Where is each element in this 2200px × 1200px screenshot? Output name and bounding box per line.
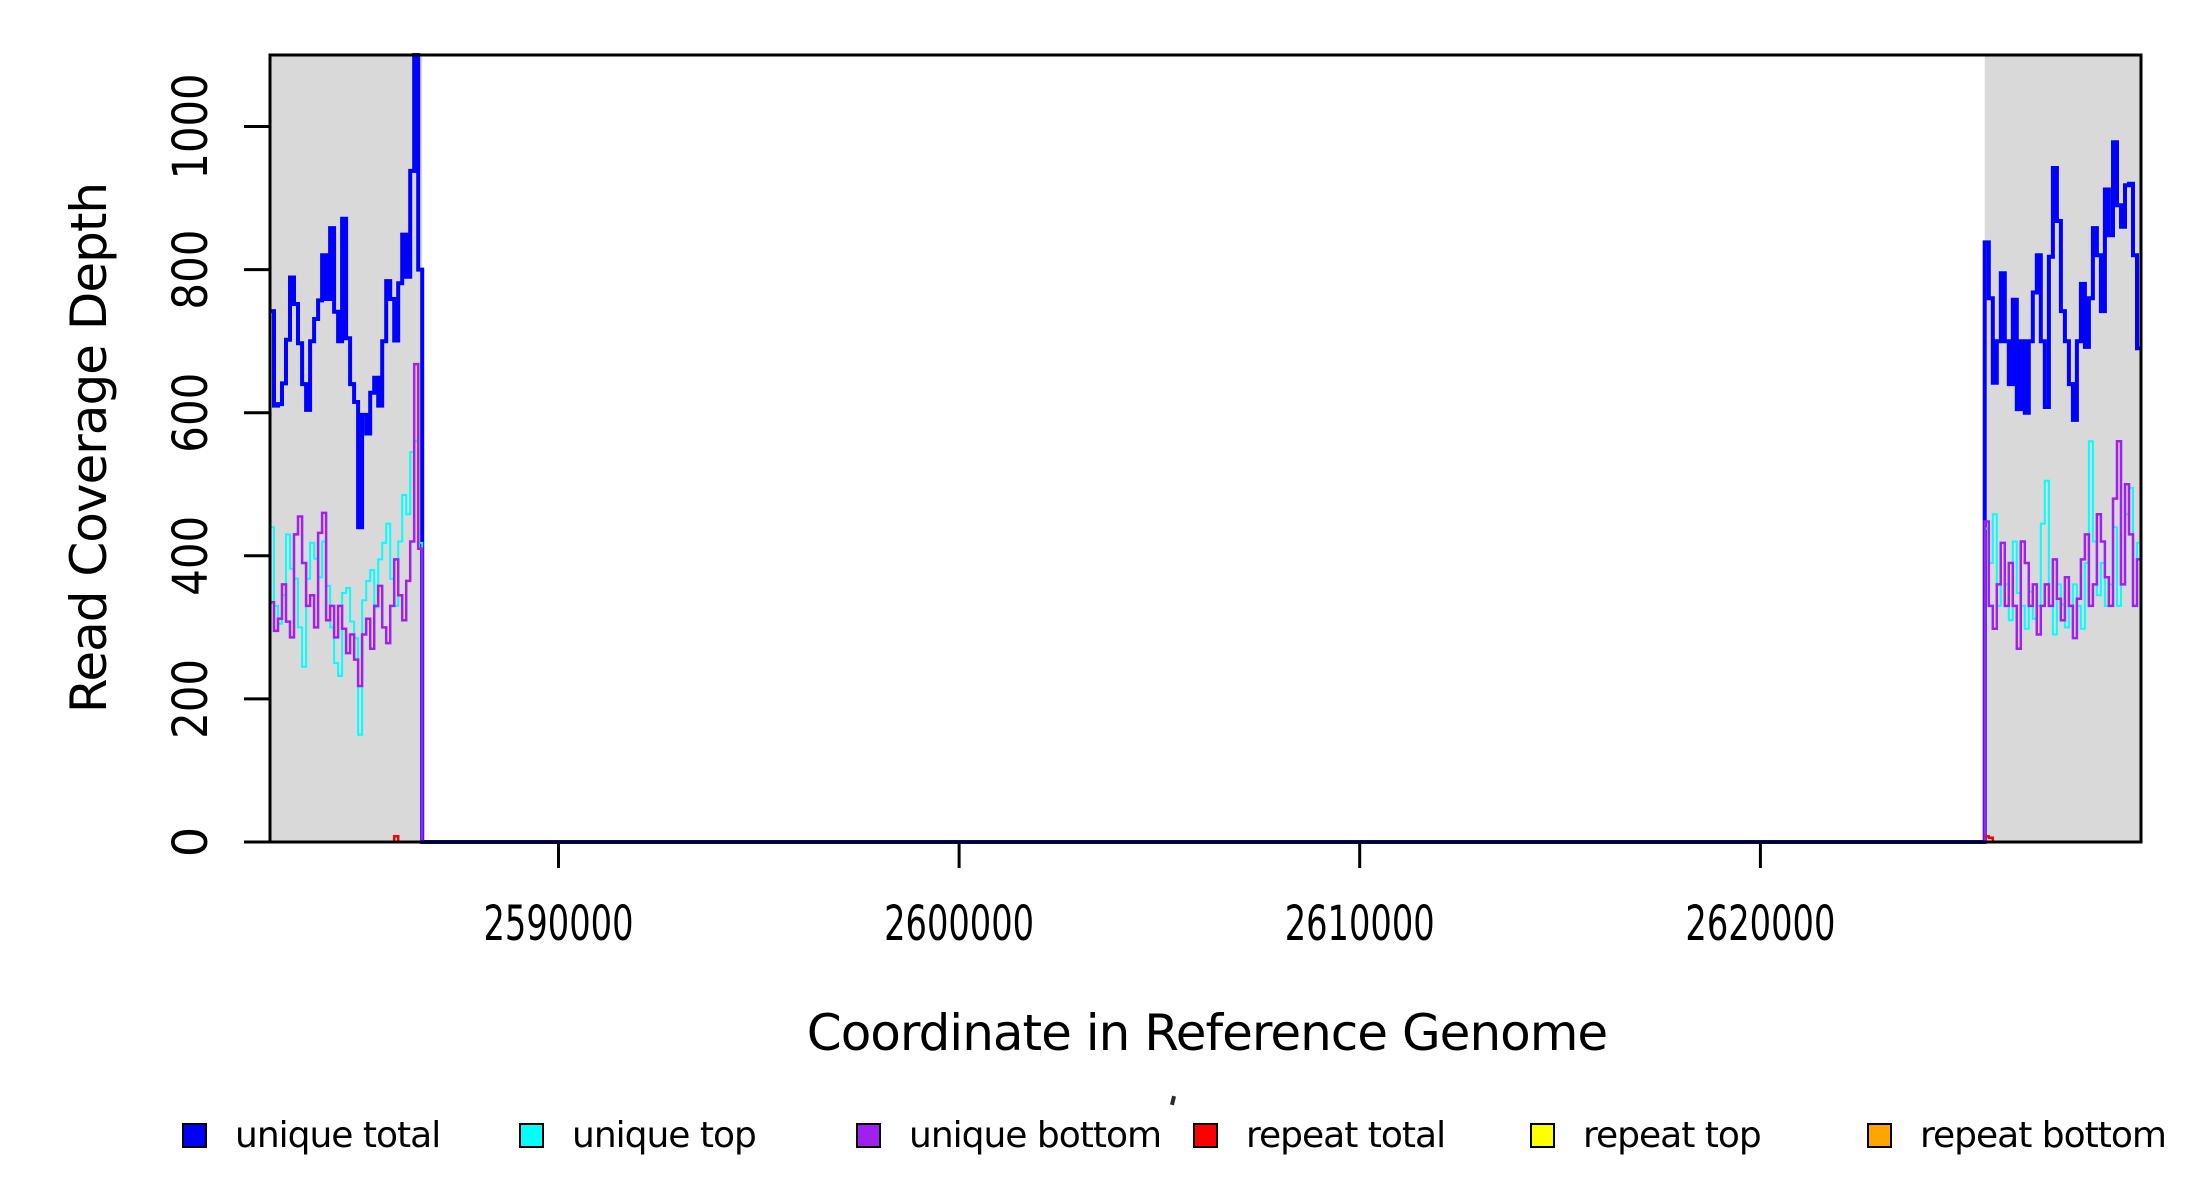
repeat-top-swatch-icon	[1530, 1122, 1555, 1148]
series-line-unique-top	[270, 440, 2141, 843]
x-tick-label: 2600000	[884, 896, 1034, 952]
legend-item-unique-top: unique top	[519, 1115, 757, 1156]
x-tick-label: 2610000	[1285, 896, 1435, 952]
legend-item-unique-total: unique total	[182, 1115, 441, 1156]
legend-label: repeat bottom	[1920, 1114, 2167, 1156]
legend-label: repeat total	[1246, 1114, 1446, 1156]
unique-total-swatch-icon	[182, 1122, 207, 1148]
x-tick-label: 2620000	[1685, 896, 1835, 952]
y-axis-title: Read Coverage Depth	[60, 182, 118, 714]
plot-border	[268, 53, 2143, 844]
repeat-total-swatch-icon	[1193, 1122, 1218, 1148]
y-tick-label: 0	[163, 827, 219, 858]
shaded-flank-region	[270, 55, 423, 842]
unique-top-swatch-icon	[519, 1122, 544, 1148]
y-tick-label: 800	[163, 230, 219, 310]
x-tick-label: 2590000	[484, 896, 634, 952]
series-line-unique-total	[270, 53, 2141, 844]
y-tick-label: 600	[163, 373, 219, 453]
legend-label: unique top	[572, 1114, 757, 1156]
y-tick-label: 200	[163, 659, 219, 739]
series-line-unique-bottom	[270, 362, 2141, 844]
legend-item-repeat-top: repeat top	[1530, 1115, 1762, 1156]
x-axis-title: Coordinate in Reference Genome	[806, 1004, 1608, 1062]
legend-label: unique bottom	[909, 1114, 1162, 1156]
legend-item-repeat-bottom: repeat bottom	[1867, 1115, 2167, 1156]
repeat-bottom-swatch-icon	[1867, 1122, 1892, 1148]
unique-bottom-swatch-icon	[856, 1122, 881, 1148]
legend-label: repeat top	[1583, 1114, 1762, 1156]
legend-item-repeat-total: repeat total	[1193, 1115, 1446, 1156]
y-tick-label: 1000	[163, 74, 219, 180]
legend-label: unique total	[235, 1114, 441, 1156]
y-tick-label: 400	[163, 516, 219, 596]
legend-item-unique-bottom: unique bottom	[856, 1115, 1162, 1156]
